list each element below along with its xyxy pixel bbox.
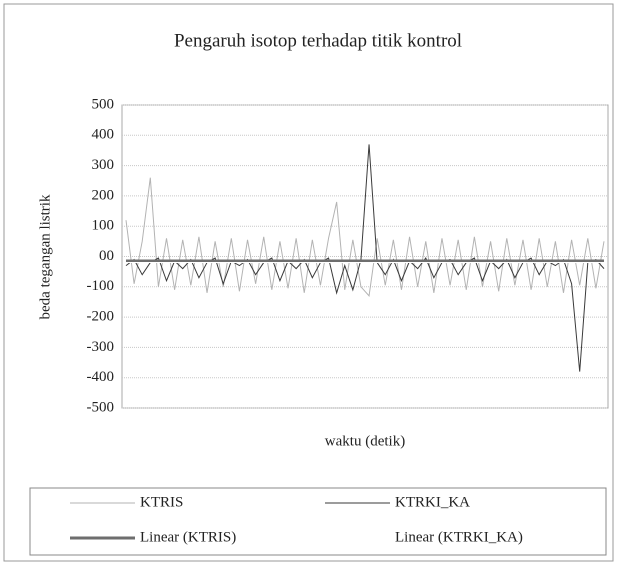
y-tick-label: -500 [87, 399, 115, 415]
y-tick-label: -200 [87, 309, 115, 325]
legend-label: KTRIS [140, 494, 183, 510]
chart-title: Pengaruh isotop terhadap titik kontrol [174, 30, 462, 51]
legend-label: Linear (KTRKI_KA) [395, 529, 523, 545]
y-tick-label: -300 [87, 339, 115, 355]
y-tick-label: -400 [87, 369, 115, 385]
y-tick-label: 500 [92, 96, 115, 112]
y-tick-label: -100 [87, 278, 115, 294]
legend-label: KTRKI_KA [395, 494, 470, 510]
legend [29, 487, 607, 556]
legend-label: Linear (KTRIS) [140, 529, 236, 545]
chart-frame [3, 3, 614, 562]
y-tick-label: 300 [92, 157, 115, 173]
y-axis-label: beda tegangan listrik [37, 194, 53, 319]
y-tick-label: 00 [99, 248, 114, 264]
line-series [125, 177, 605, 298]
y-tick-label: 100 [92, 218, 115, 234]
y-tick-label: 400 [92, 127, 115, 143]
x-axis-label: waktu (detik) [325, 433, 405, 449]
y-tick-label: 200 [92, 187, 115, 203]
